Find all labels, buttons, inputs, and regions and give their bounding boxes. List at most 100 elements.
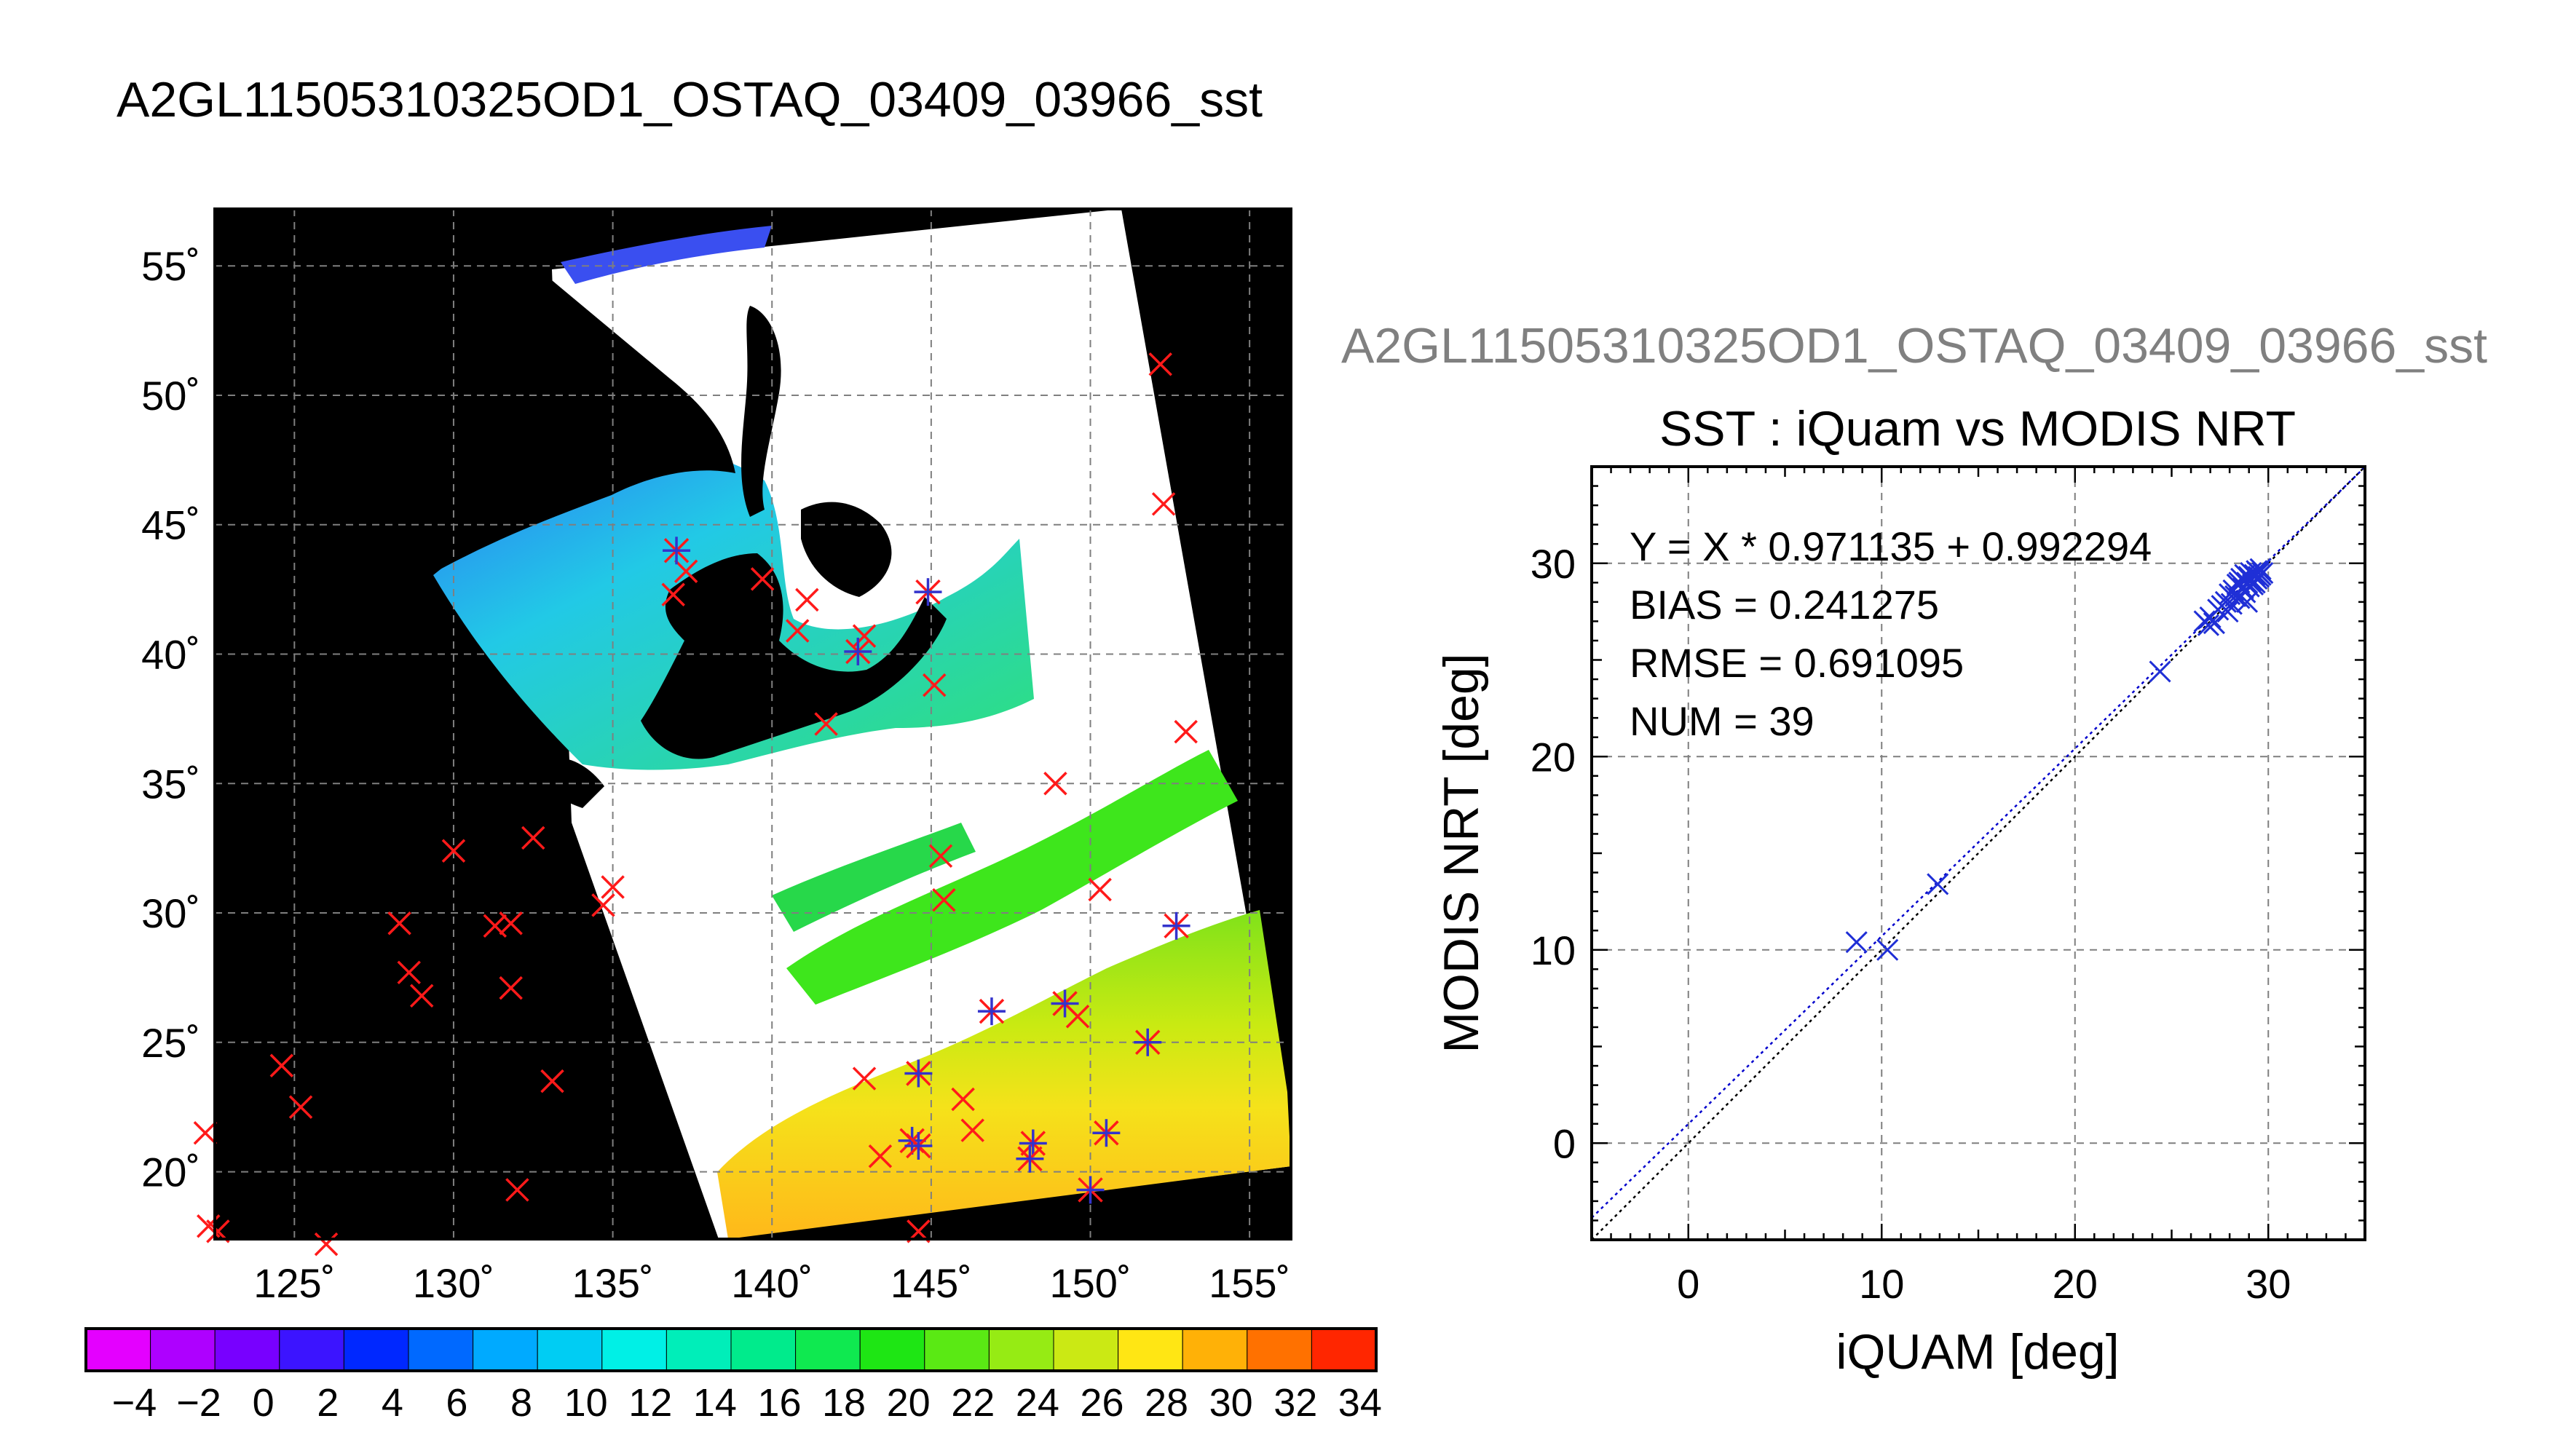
colorbar-cell — [730, 1328, 797, 1372]
colorbar-tick-label: 4 — [382, 1381, 403, 1425]
colorbar-tick-label: 22 — [951, 1381, 995, 1425]
map-lat-tick-label: 25˚ — [141, 1020, 200, 1066]
land-asia — [408, 209, 735, 575]
scatter-point — [2251, 561, 2274, 585]
land-sakhalin — [741, 306, 781, 517]
map-axis-labels: 125˚ 130˚ 135˚ 140˚ 145˚ 150˚ 155˚ 20˚ 25˚ 30˚ 35˚… — [141, 243, 1290, 1306]
map-lat-tick-label: 50˚ — [141, 373, 200, 419]
matched-marker — [1076, 1176, 1105, 1204]
buoy-marker — [499, 911, 523, 935]
stat-num: NUM = 39 — [1630, 698, 1814, 744]
buoy-marker — [441, 839, 466, 863]
matched-marker — [663, 537, 691, 565]
buoy-marker — [674, 559, 698, 583]
scatter-point — [2214, 590, 2237, 613]
matched-marker — [914, 578, 942, 606]
buoy-marker — [923, 673, 947, 697]
map-lat-tick-label: 40˚ — [141, 632, 200, 678]
colorbar-cell — [408, 1328, 474, 1372]
map-lat-tick-label: 30˚ — [141, 890, 200, 936]
colorbar-tick-label: 12 — [628, 1381, 672, 1425]
map-frame — [213, 207, 1292, 1241]
buoy-marker — [1088, 877, 1112, 902]
buoy-marker — [397, 960, 421, 985]
map-grid — [215, 209, 1291, 1239]
scatter-figure-label: A2GL11505310325OD1_OSTAQ_03409_03966_sst — [1341, 318, 2487, 373]
buoy-marker — [505, 1178, 529, 1202]
land-japan — [641, 553, 947, 759]
scatter-point — [2235, 590, 2259, 613]
colorbar: −4 −2 0 2 4 6 8 10 12 14 16 18 20 22 24 26 28 30 32 34 — [84, 1327, 1382, 1425]
scatter-point — [1876, 938, 1899, 961]
map-lon-tick-label: 130˚ — [413, 1260, 494, 1306]
buoy-marker — [1148, 352, 1172, 376]
stat-fit-equation: Y = X * 0.971135 + 0.992294 — [1630, 523, 2152, 569]
buoy-marker — [1151, 492, 1176, 516]
figure-title: A2GL11505310325OD1_OSTAQ_03409_03966_sst — [117, 72, 1263, 127]
map-lon-tick-label: 150˚ — [1049, 1260, 1131, 1306]
colorbar-tick-label: 14 — [693, 1381, 737, 1425]
colorbar-tick-label: 2 — [317, 1381, 339, 1425]
colorbar-tick-label: 16 — [757, 1381, 801, 1425]
scatter-points — [1845, 558, 2274, 961]
buoy-marker — [499, 976, 523, 1000]
colorbar-tick-label: 26 — [1080, 1381, 1124, 1425]
colorbar-cell — [150, 1328, 216, 1372]
colorbar-tick-label: 18 — [822, 1381, 866, 1425]
sst-mid-band-2 — [772, 823, 976, 932]
scatter-title: SST : iQuam vs MODIS NRT — [1659, 401, 2296, 456]
land-hokkaido — [801, 502, 892, 597]
buoy-marker — [750, 567, 775, 591]
buoy-marker — [1174, 719, 1198, 744]
scatter-point — [2216, 601, 2239, 623]
buoy-marker — [601, 875, 625, 899]
matched-marker — [1019, 1129, 1047, 1158]
matched-marker — [1134, 1028, 1162, 1056]
buoy-marker — [387, 911, 411, 935]
buoy-marker — [785, 619, 810, 643]
colorbar-frame — [84, 1327, 1378, 1372]
colorbar-tick-label: 20 — [887, 1381, 931, 1425]
matched-marker — [904, 1132, 933, 1160]
colorbar-tick-label: 30 — [1209, 1381, 1253, 1425]
scatter-xlabel: iQUAM [deg] — [1836, 1324, 2119, 1380]
colorbar-tick-label: 24 — [1016, 1381, 1059, 1425]
buoy-marker — [960, 1118, 984, 1142]
colorbar-cell — [601, 1328, 667, 1372]
buoy-marker — [814, 712, 838, 736]
colorbar-cells — [85, 1328, 1377, 1372]
colorbar-cell — [343, 1328, 409, 1372]
scatter-y-tick-label: 10 — [1531, 927, 1576, 973]
colorbar-cell — [666, 1328, 732, 1372]
colorbar-cell — [795, 1328, 861, 1372]
scatter-x-tick-label: 10 — [1859, 1261, 1904, 1307]
colorbar-tick-label: 28 — [1145, 1381, 1188, 1425]
matched-marker — [1051, 989, 1079, 1018]
buoy-marker — [193, 1120, 218, 1145]
scatter-point — [2203, 612, 2225, 635]
colorbar-cell — [279, 1328, 344, 1372]
scatter-y-tick-label: 30 — [1531, 541, 1576, 587]
buoy-marker — [795, 587, 819, 612]
scatter-x-tick-label: 0 — [1677, 1261, 1699, 1307]
colorbar-tick-label: 0 — [253, 1381, 275, 1425]
matched-marker — [977, 997, 1006, 1026]
colorbar-tick-label: 32 — [1273, 1381, 1317, 1425]
buoy-marker — [540, 1069, 564, 1093]
matched-marker — [1016, 1144, 1044, 1173]
scatter-point — [1845, 931, 1868, 954]
map-lon-tick-label: 145˚ — [891, 1260, 972, 1306]
colorbar-labels: −4 −2 0 2 4 6 8 10 12 14 16 18 20 22 24 26 28 30 32 34 — [112, 1381, 1382, 1425]
colorbar-cell — [1311, 1328, 1377, 1372]
matched-marker — [844, 637, 872, 665]
buoy-marker — [591, 893, 615, 917]
scatter-ticks: 0 10 20 30 0 10 20 30 — [1531, 465, 2366, 1307]
colorbar-tick-label: −2 — [176, 1381, 221, 1425]
scatter-panel: A2GL11505310325OD1_OSTAQ_03409_03966_sst… — [1341, 318, 2487, 1380]
colorbar-cell — [924, 1328, 990, 1372]
buoy-marker — [409, 984, 434, 1008]
colorbar-tick-label: −4 — [112, 1381, 157, 1425]
colorbar-cell — [85, 1328, 151, 1372]
colorbar-cell — [1182, 1328, 1248, 1372]
